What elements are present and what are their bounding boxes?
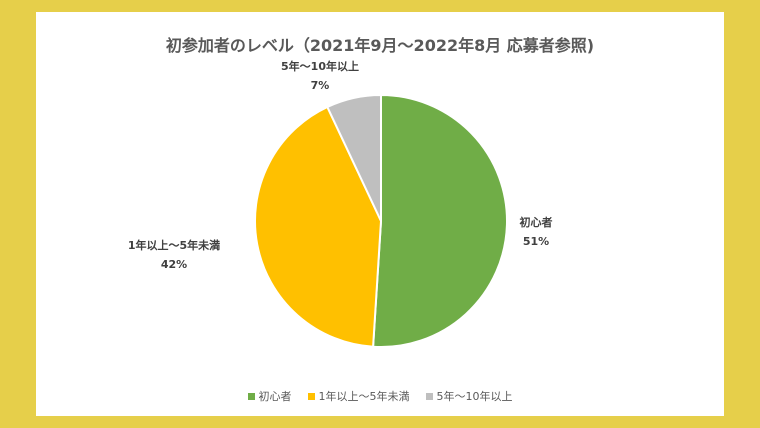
slice-beginner-percent-label: 51% [523,235,549,248]
slice-1to5-name-label: 1年以上～5年未満 [128,238,220,252]
slice-beginner-name-label: 初心者 [520,215,553,229]
legend: 初心者 1年以上～5年未満 5年～10年以上 [36,388,724,404]
slice-5to10-percent-label: 7% [311,79,330,92]
legend-label-beginner: 初心者 [258,390,292,403]
legend-swatch-beginner [247,392,255,400]
slice-5to10 [326,93,382,222]
slice-beginner [372,93,508,348]
slice-5to10-name-label: 5年～10年以上 [281,59,359,73]
legend-label-5to10: 5年～10年以上 [436,390,513,403]
legend-swatch-5to10 [425,392,433,400]
slice-1to5-percent-label: 42% [161,258,187,271]
legend-swatch-1to5 [307,392,315,400]
slice-1to5 [254,105,383,348]
legend-item-1to5: 1年以上～5年未満 [307,388,410,404]
chart-title: 初参加者のレベル（2021年9月～2022年8月 応募者参照) [165,36,595,55]
chart-panel: 初参加者のレベル（2021年9月～2022年8月 応募者参照) 初心者 51% 1年… [36,12,724,416]
pie-chart: 初心者 51% 1年以上～5年未満 42% 5年～10年以上 7% [128,59,553,348]
legend-item-beginner: 初心者 [247,388,292,404]
legend-item-5to10: 5年～10年以上 [425,388,513,404]
legend-label-1to5: 1年以上～5年未満 [318,390,410,403]
